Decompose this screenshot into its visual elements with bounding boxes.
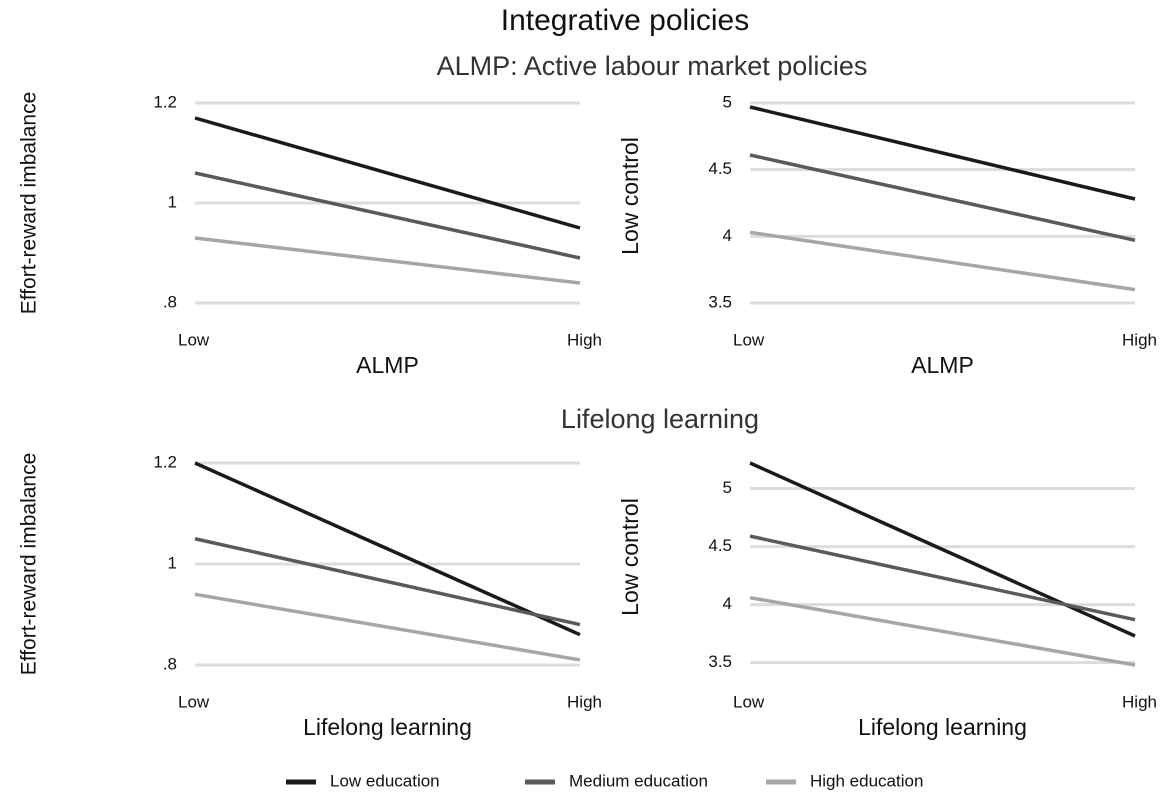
legend-label: High education bbox=[810, 771, 923, 790]
y-axis-label: Low control bbox=[617, 498, 643, 616]
series-line bbox=[749, 153, 1136, 243]
legend-label: Medium education bbox=[569, 771, 708, 790]
series-line bbox=[194, 461, 581, 637]
series-line bbox=[749, 230, 1136, 292]
series-line bbox=[194, 236, 581, 285]
y-tick-label: .8 bbox=[163, 292, 177, 311]
series-line bbox=[749, 534, 1136, 622]
x-tick-label: High bbox=[567, 330, 602, 349]
y-tick-label: 1.2 bbox=[153, 92, 177, 111]
series-line bbox=[749, 105, 1136, 201]
series-line bbox=[749, 595, 1136, 667]
x-tick-label: Low bbox=[178, 330, 210, 349]
y-tick-label: 4.5 bbox=[708, 159, 732, 178]
x-tick-label: Low bbox=[178, 692, 210, 711]
y-tick-label: 3.5 bbox=[708, 292, 732, 311]
x-tick-label: Low bbox=[733, 330, 765, 349]
x-axis-label: ALMP bbox=[911, 352, 974, 378]
x-tick-label: High bbox=[567, 692, 602, 711]
x-axis-label: Lifelong learning bbox=[303, 714, 472, 740]
y-axis-label: Effort-reward imbalance bbox=[18, 92, 41, 315]
y-tick-label: 4 bbox=[723, 594, 732, 613]
y-tick-label: 1 bbox=[168, 192, 177, 211]
series-line bbox=[194, 592, 581, 662]
x-tick-label: Low bbox=[733, 692, 765, 711]
x-axis-label: Lifelong learning bbox=[858, 714, 1027, 740]
series-line bbox=[194, 116, 581, 230]
legend-label: Low education bbox=[330, 771, 440, 790]
y-tick-label: 5 bbox=[723, 478, 732, 497]
figure-title: Integrative policies bbox=[501, 4, 749, 37]
x-tick-label: High bbox=[1122, 692, 1157, 711]
series-line bbox=[194, 171, 581, 260]
series-line bbox=[194, 537, 581, 627]
x-tick-label: High bbox=[1122, 330, 1157, 349]
y-tick-label: 3.5 bbox=[708, 652, 732, 671]
y-tick-label: 4.5 bbox=[708, 536, 732, 555]
section-title: ALMP: Active labour market policies bbox=[437, 51, 868, 81]
y-axis-label: Low control bbox=[617, 137, 643, 255]
y-axis-label: Effort-reward imbalance bbox=[18, 453, 41, 676]
y-tick-label: 5 bbox=[723, 92, 732, 111]
y-tick-label: 1.2 bbox=[153, 452, 177, 471]
y-tick-label: .8 bbox=[163, 654, 177, 673]
x-axis-label: ALMP bbox=[356, 352, 419, 378]
y-tick-label: 1 bbox=[168, 553, 177, 572]
y-tick-label: 4 bbox=[723, 226, 732, 245]
section-title: Lifelong learning bbox=[561, 404, 759, 434]
